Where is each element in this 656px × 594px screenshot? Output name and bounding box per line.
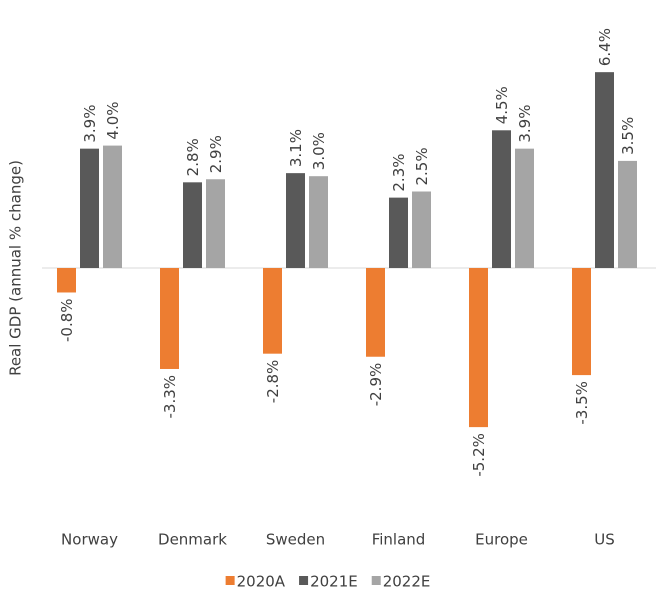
legend-swatch	[225, 576, 235, 585]
data-label: 2.9%	[207, 135, 225, 173]
bar	[412, 191, 431, 268]
legend-label: 2021E	[310, 573, 358, 591]
legend-swatch	[371, 576, 381, 585]
data-label: -3.5%	[573, 381, 591, 425]
bar	[103, 145, 122, 268]
data-label: 3.1%	[287, 129, 305, 167]
bar	[618, 160, 637, 268]
bar	[366, 268, 385, 357]
data-label: 3.9%	[81, 105, 99, 143]
bar	[206, 179, 225, 268]
legend-label: 2022E	[383, 573, 431, 591]
x-tick-label: Sweden	[266, 531, 325, 549]
data-label: 2.3%	[390, 154, 408, 192]
bar	[309, 176, 328, 268]
data-label: 2.8%	[184, 138, 202, 176]
bar	[595, 72, 614, 268]
bar	[515, 148, 534, 268]
bar	[160, 268, 179, 369]
data-label: 2.5%	[413, 147, 431, 185]
x-tick-label: Europe	[475, 531, 528, 549]
data-label: 3.0%	[310, 132, 328, 170]
data-label: -2.8%	[264, 360, 282, 404]
legend-swatch	[299, 576, 309, 585]
data-label: 3.5%	[619, 117, 637, 155]
data-label: 4.5%	[493, 86, 511, 124]
y-axis-label: Real GDP (annual % change)	[7, 160, 25, 376]
bar	[469, 268, 488, 428]
x-tick-label: Finland	[372, 531, 426, 549]
bar	[572, 268, 591, 376]
data-label: 4.0%	[104, 101, 122, 139]
data-label: -2.9%	[367, 363, 385, 407]
bar	[286, 173, 305, 268]
data-label: -5.2%	[470, 433, 488, 477]
data-label: -0.8%	[58, 298, 76, 342]
bar	[263, 268, 282, 354]
bar	[80, 148, 99, 268]
bar	[389, 197, 408, 268]
bar	[57, 268, 76, 293]
x-tick-label: Norway	[61, 531, 118, 549]
data-label: -3.3%	[161, 375, 179, 419]
data-label: 6.4%	[596, 28, 614, 66]
x-tick-label: Denmark	[158, 531, 227, 549]
x-tick-label: US	[594, 531, 615, 549]
legend-label: 2020A	[237, 573, 286, 591]
bar	[183, 182, 202, 268]
data-label: 3.9%	[516, 105, 534, 143]
bar	[492, 130, 511, 268]
